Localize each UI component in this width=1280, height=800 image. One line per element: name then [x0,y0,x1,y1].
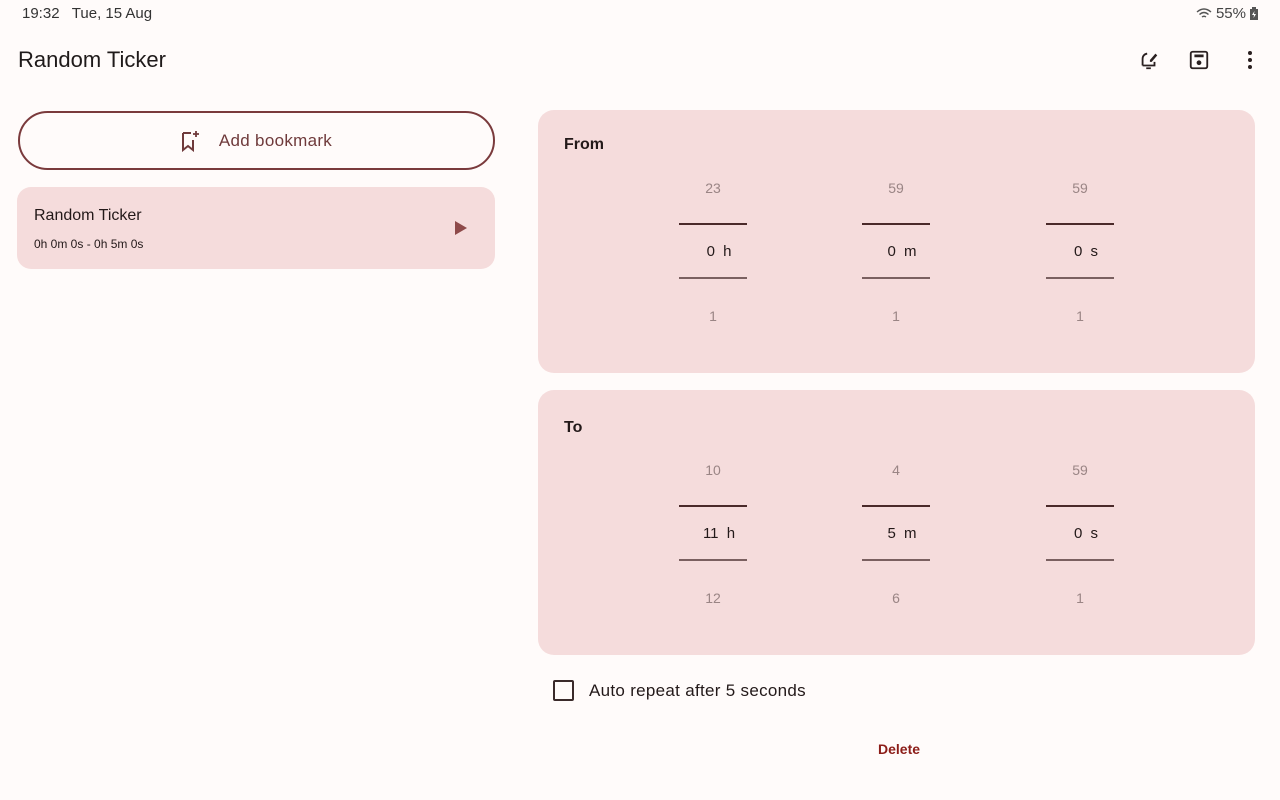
play-icon[interactable] [455,221,467,235]
previous-value[interactable]: 59 [1072,180,1088,196]
previous-value[interactable]: 4 [892,462,900,478]
divider [1046,505,1114,507]
selected-value[interactable]: 11 h [702,525,736,542]
from-panel: From 23 0 h 1 59 0 m 1 59 0 s 1 [538,110,1255,373]
next-value[interactable]: 1 [892,308,900,324]
next-value[interactable]: 6 [892,590,900,606]
divider [1046,277,1114,279]
next-value[interactable]: 1 [709,308,717,324]
next-value[interactable]: 1 [1076,308,1084,324]
bookmark-title: Random Ticker [34,207,142,224]
previous-value[interactable]: 23 [705,180,721,196]
status-icons: 55% [1196,5,1258,22]
previous-value[interactable]: 59 [1072,462,1088,478]
from-seconds-picker[interactable]: 59 0 s 1 [1046,110,1114,373]
previous-value[interactable]: 10 [705,462,721,478]
divider [862,223,930,225]
date: Tue, 15 Aug [71,5,153,22]
to-panel: To 10 11 h 12 4 5 m 6 59 0 s 1 [538,390,1255,655]
battery-level: 55% [1215,5,1246,22]
selected-value[interactable]: 0 s [1073,243,1098,260]
next-value[interactable]: 12 [705,590,721,606]
divider [679,559,747,561]
selected-value[interactable]: 5 m [887,525,917,542]
status-time: 19:32 Tue, 15 Aug [22,5,152,22]
previous-value[interactable]: 59 [888,180,904,196]
divider [679,223,747,225]
save-button[interactable] [1183,44,1215,76]
divider [1046,559,1114,561]
bookmark-add-icon [181,130,199,152]
add-bookmark-button[interactable]: Add bookmark [18,111,495,170]
selected-value[interactable]: 0 h [706,243,732,260]
more-vert-icon [1248,51,1252,69]
to-hours-picker[interactable]: 10 11 h 12 [679,392,747,657]
from-minutes-picker[interactable]: 59 0 m 1 [862,110,930,373]
clock: 19:32 [22,5,60,22]
divider [679,505,747,507]
auto-repeat-label[interactable]: Auto repeat after 5 seconds [589,681,806,700]
alarm-edit-icon [1141,52,1158,70]
to-minutes-picker[interactable]: 4 5 m 6 [862,392,930,657]
to-seconds-picker[interactable]: 59 0 s 1 [1046,392,1114,657]
wifi-icon [1196,7,1212,18]
add-bookmark-label: Add bookmark [218,130,333,150]
from-hours-picker[interactable]: 23 0 h 1 [679,110,747,373]
divider [679,277,747,279]
bookmark-range: 0h 0m 0s - 0h 5m 0s [34,237,144,251]
auto-repeat-checkbox[interactable] [553,680,574,701]
alarm-edit-button[interactable] [1133,44,1165,76]
divider [1046,223,1114,225]
from-label: From [564,136,604,153]
delete-button[interactable]: Delete [878,741,921,757]
to-label: To [564,419,583,436]
selected-value[interactable]: 0 s [1073,525,1098,542]
divider [862,559,930,561]
bookmark-item[interactable]: Random Ticker 0h 0m 0s - 0h 5m 0s [17,187,495,269]
divider [862,277,930,279]
battery-charging-icon [1250,7,1258,20]
divider [862,505,930,507]
next-value[interactable]: 1 [1076,590,1084,606]
selected-value[interactable]: 0 m [887,243,917,260]
save-icon [1189,50,1209,70]
more-options-button[interactable] [1234,44,1266,76]
page-title: Random Ticker [18,47,166,72]
